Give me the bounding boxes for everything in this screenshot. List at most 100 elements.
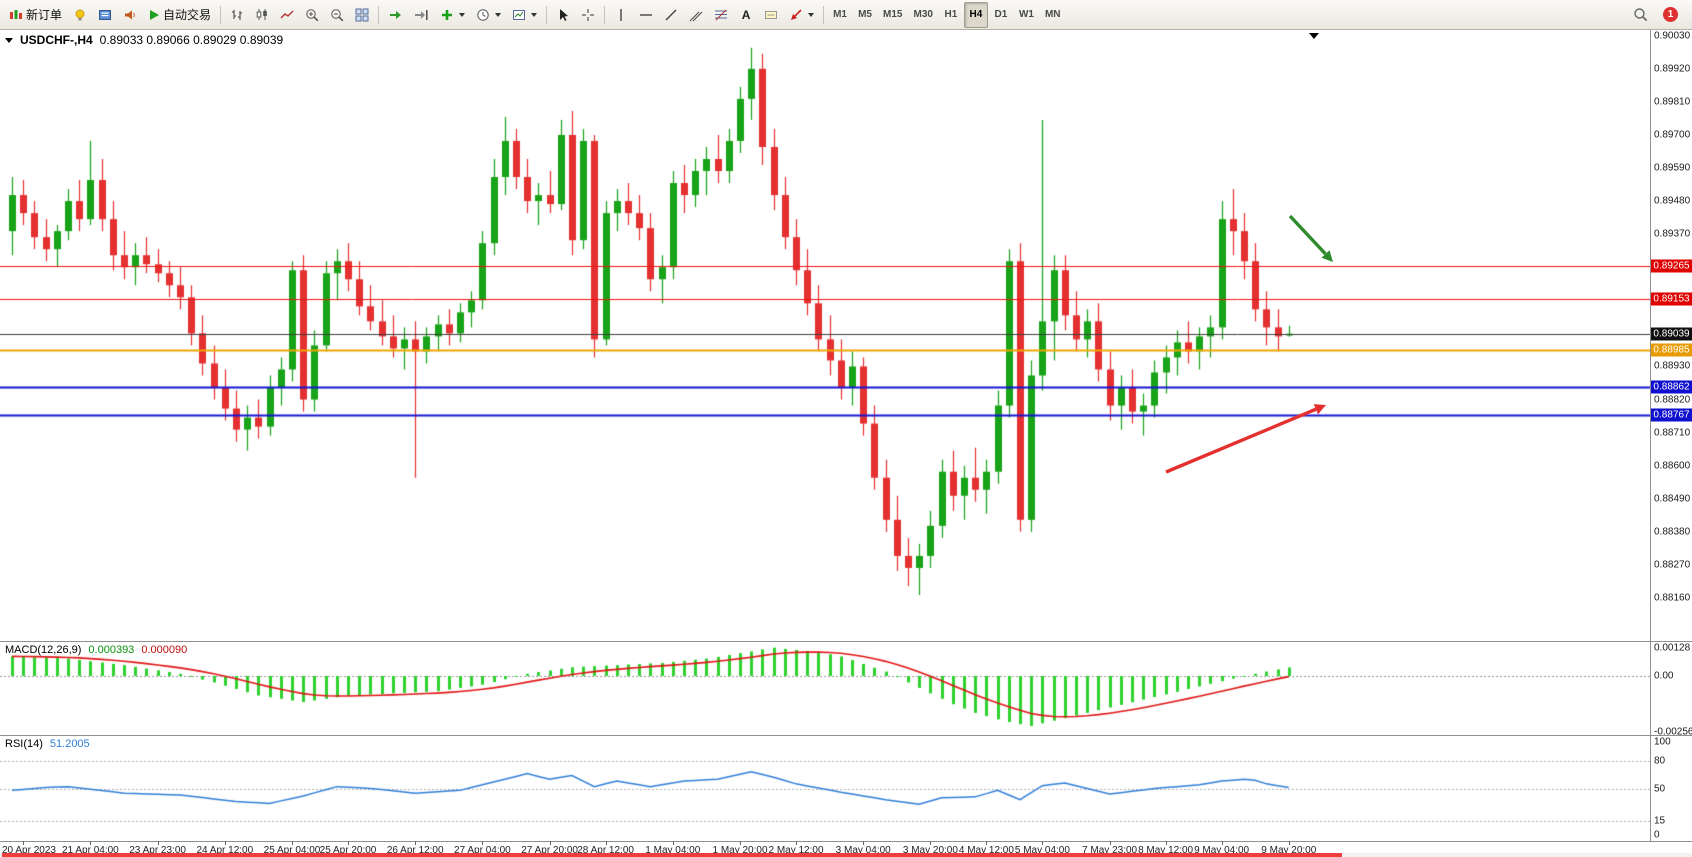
line-chart-icon [280, 10, 294, 19]
timeframe-button-M5[interactable]: M5 [853, 2, 877, 28]
autotrading-button[interactable]: 自动交易 [143, 2, 216, 28]
time-axis-tick [1165, 841, 1167, 845]
tile-windows-button[interactable] [350, 2, 374, 28]
time-axis-line [0, 841, 1692, 842]
time-axis-label: 7 May 23:00 [1082, 845, 1138, 856]
timeframe-button-D1[interactable]: D1 [989, 2, 1013, 28]
channel-tool-button[interactable] [684, 2, 708, 28]
timeframe-button-H4[interactable]: H4 [963, 1, 988, 28]
cursor-tool-button[interactable] [551, 2, 575, 28]
rsi-name: RSI(14) [5, 738, 43, 750]
timeframe-button-M1[interactable]: M1 [828, 2, 852, 28]
time-axis-label: 26 Apr 12:00 [386, 845, 444, 856]
macd-label: MACD(12,26,9) 0.000393 0.000090 [5, 644, 187, 656]
macd-name: MACD(12,26,9) [5, 644, 82, 656]
time-axis-label: 27 Apr 04:00 [454, 845, 511, 856]
text-tool-button[interactable]: A [734, 2, 758, 28]
timeframe-button-H1[interactable]: H1 [939, 2, 963, 28]
add-indicator-icon [442, 9, 453, 20]
data-window-icon [99, 9, 112, 20]
bar-chart-icon [232, 10, 243, 20]
timeframe-button-M15[interactable]: M15 [878, 2, 907, 28]
panel-splitter[interactable] [0, 735, 1692, 736]
market-watch-button[interactable] [68, 2, 92, 28]
price-tick-label: 0.89810 [1654, 96, 1691, 108]
toolbar-separator [378, 5, 380, 24]
main-chart-canvas[interactable] [0, 30, 1650, 641]
red-up-arrow[interactable] [1165, 407, 1317, 474]
price-axis: 0.90030 0.89920 0.89810 0.89700 0.89590 0.894… [1651, 30, 1692, 841]
zoom-in-button[interactable] [300, 2, 324, 28]
toolbar-separator [823, 5, 825, 24]
data-window-button[interactable] [93, 2, 117, 28]
green-down-arrow[interactable] [1288, 214, 1327, 256]
bar-chart-mode-button[interactable] [225, 2, 249, 28]
clock-icon [477, 8, 489, 21]
price-tick-label: 0.88930 [1654, 360, 1691, 372]
chart-window: USDCHF-,H4 0.89033 0.89066 0.89029 0.890… [0, 30, 1692, 857]
timeframe-button-MN[interactable]: MN [1040, 2, 1066, 28]
chevron-down-icon [459, 12, 466, 17]
new-order-label: 新订单 [26, 8, 63, 22]
rsi-axis-label: 0 [1654, 829, 1660, 841]
text-label-tool-button[interactable] [759, 2, 783, 28]
time-axis-label: 20 Apr 2023 [2, 845, 56, 856]
timeframe-button-M30[interactable]: M30 [908, 2, 937, 28]
line-chart-mode-button[interactable] [275, 2, 299, 28]
trendline-tool-button[interactable] [659, 2, 683, 28]
vertical-line-icon [620, 8, 622, 21]
macd-axis-label: 0.00128 [1654, 642, 1691, 654]
chart-shift-button[interactable] [409, 2, 434, 28]
green-down-arrow-head[interactable] [1321, 250, 1333, 262]
price-axis-line [1650, 30, 1651, 841]
vertical-line-tool-button[interactable] [609, 2, 633, 28]
templates-button[interactable] [507, 2, 542, 28]
auto-scroll-button[interactable] [383, 2, 408, 28]
zoom-out-button[interactable] [325, 2, 349, 28]
candlestick-mode-button[interactable] [250, 2, 274, 28]
symbol-caret-icon[interactable] [5, 37, 13, 43]
arrows-tool-button[interactable] [784, 2, 819, 28]
play-icon [150, 9, 160, 20]
macd-panel-canvas[interactable] [0, 642, 1650, 735]
time-axis-tick [157, 841, 159, 845]
horizontal-line-tool-button[interactable] [634, 2, 658, 28]
toolbar-separator [604, 5, 606, 24]
rsi-axis-label: 15 [1654, 815, 1666, 827]
search-button[interactable] [1628, 2, 1653, 28]
price-tick-label: 0.88380 [1654, 526, 1691, 538]
tile-windows-icon [355, 8, 369, 21]
lightbulb-icon [75, 9, 85, 20]
price-line-badge: 0.89265 [1651, 259, 1692, 273]
fibonacci-tool-button[interactable] [709, 2, 733, 28]
rsi-label: RSI(14) 51.2005 [5, 738, 90, 750]
time-axis-label: 3 May 04:00 [835, 845, 891, 856]
search-icon [1634, 8, 1648, 22]
chart-shift-marker[interactable] [1309, 33, 1319, 39]
new-order-button[interactable]: 新订单 [4, 2, 67, 28]
trendline-icon [665, 9, 677, 20]
periods-button[interactable] [471, 2, 506, 28]
timeframe-button-W1[interactable]: W1 [1014, 2, 1039, 28]
time-axis: 20 Apr 2023 21 Apr 04:00 23 Apr 23:00 24 Ap… [0, 841, 1650, 857]
price-tick-label: 0.88160 [1654, 592, 1691, 604]
red-up-arrow-head[interactable] [1313, 404, 1326, 415]
text-label-icon [765, 10, 778, 19]
time-axis-label: 27 Apr 20:00 [521, 845, 578, 856]
news-button[interactable] [118, 2, 142, 28]
fibonacci-icon [715, 9, 728, 20]
price-line-badge: 0.88985 [1651, 343, 1692, 357]
indicators-button[interactable] [435, 2, 470, 28]
notifications-badge[interactable]: 1 [1663, 7, 1678, 22]
crosshair-tool-button[interactable] [576, 2, 600, 28]
time-axis-tick [796, 841, 797, 845]
scrollbar-track[interactable] [0, 853, 1692, 857]
rsi-panel-canvas[interactable] [0, 736, 1650, 841]
panel-splitter[interactable] [0, 641, 1692, 642]
price-line-badge: 0.89039 [1651, 327, 1692, 341]
horizontal-line-icon [640, 13, 653, 16]
time-axis-tick [224, 841, 226, 845]
time-axis-label: 3 May 20:00 [902, 845, 958, 856]
scrollbar-thumb[interactable] [2, 853, 1342, 857]
time-axis-tick [1288, 841, 1290, 845]
